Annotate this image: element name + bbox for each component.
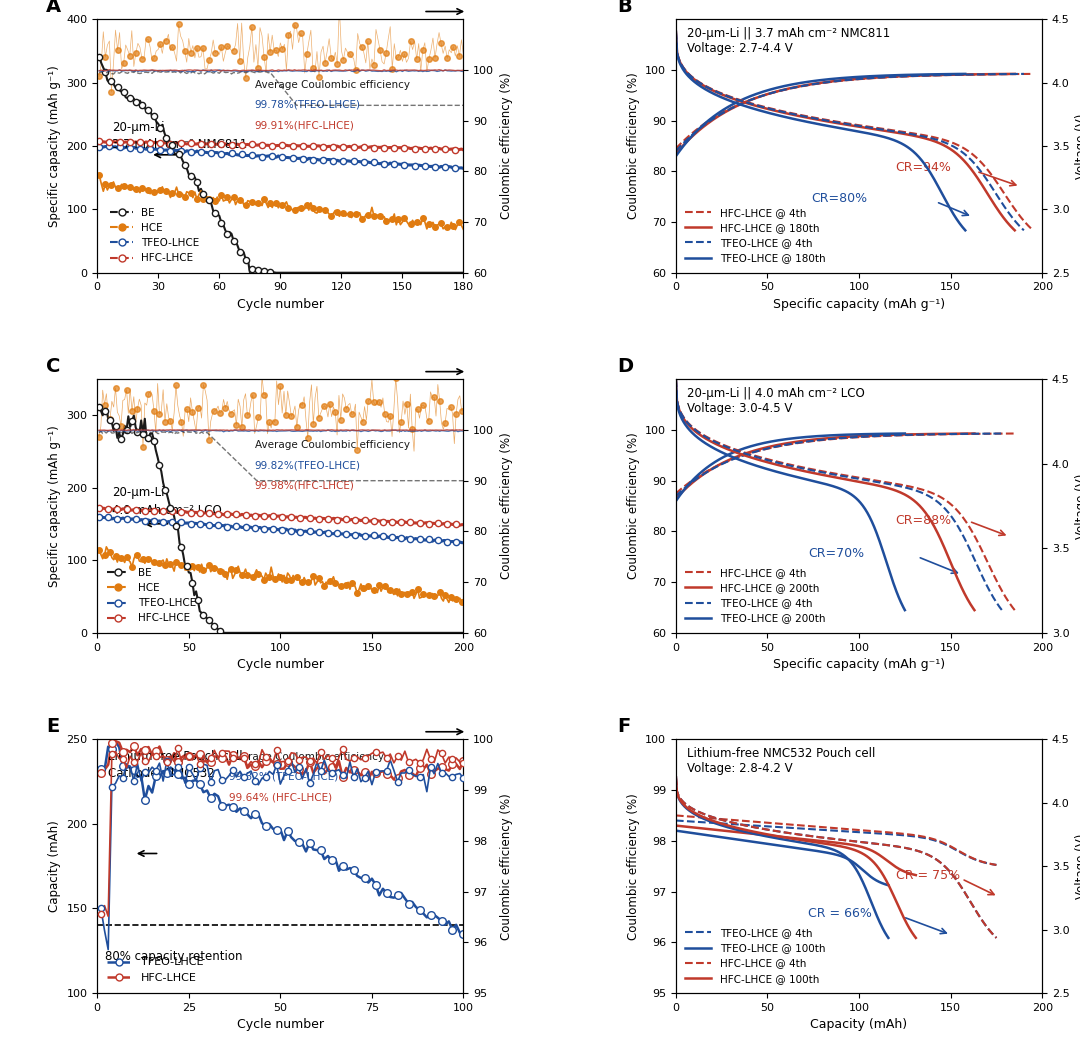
Text: 99.64% (HFC-LHCE): 99.64% (HFC-LHCE): [229, 792, 333, 802]
Y-axis label: Specific capacity (mAh g⁻¹): Specific capacity (mAh g⁻¹): [48, 425, 60, 587]
Y-axis label: Voltage (V): Voltage (V): [1076, 114, 1080, 178]
Text: Lithium-free NMC532 Pouch cell
Voltage: 2.8-4.2 V: Lithium-free NMC532 Pouch cell Voltage: …: [687, 747, 875, 775]
Y-axis label: Coulombic efficiency (%): Coulombic efficiency (%): [500, 72, 513, 219]
Text: 4.0 mAh cm⁻² LCO: 4.0 mAh cm⁻² LCO: [112, 503, 221, 516]
Text: B: B: [618, 0, 632, 16]
Text: D: D: [618, 357, 634, 376]
Legend: TFEO-LHCE, HFC-LHCE: TFEO-LHCE, HFC-LHCE: [103, 953, 207, 988]
Text: Average Coulombic efficiency: Average Coulombic efficiency: [255, 80, 409, 89]
X-axis label: Cycle number: Cycle number: [237, 1018, 324, 1031]
Text: Average Coulombic efficiency: Average Coulombic efficiency: [255, 440, 409, 449]
Text: E: E: [46, 717, 59, 736]
Y-axis label: Coulombic efficiency (%): Coulombic efficiency (%): [626, 793, 639, 940]
Text: CR = 75%: CR = 75%: [895, 869, 960, 881]
Text: 3.7 mAh cm⁻² NMC811: 3.7 mAh cm⁻² NMC811: [112, 138, 247, 152]
Text: CR=80%: CR=80%: [811, 192, 867, 205]
Text: Lithium free Pouch cell: Lithium free Pouch cell: [108, 750, 243, 763]
Text: 99.78%(TFEO-LHCE): 99.78%(TFEO-LHCE): [255, 100, 361, 109]
Legend: HFC-LHCE @ 4th, HFC-LHCE @ 180th, TFEO-LHCE @ 4th, TFEO-LHCE @ 180th: HFC-LHCE @ 4th, HFC-LHCE @ 180th, TFEO-L…: [681, 204, 829, 268]
Text: 80% capacity retention: 80% capacity retention: [105, 950, 242, 963]
Text: Average Coulombic efficiency: Average Coulombic efficiency: [229, 752, 384, 761]
Y-axis label: Capacity (mAh): Capacity (mAh): [48, 820, 60, 912]
Text: 99.82%(TFEO-LHCE): 99.82%(TFEO-LHCE): [255, 460, 361, 470]
Text: CR = 66%: CR = 66%: [808, 907, 872, 920]
Legend: HFC-LHCE @ 4th, HFC-LHCE @ 200th, TFEO-LHCE @ 4th, TFEO-LHCE @ 200th: HFC-LHCE @ 4th, HFC-LHCE @ 200th, TFEO-L…: [681, 564, 829, 628]
Text: 99.98%(HFC-LHCE): 99.98%(HFC-LHCE): [255, 480, 354, 491]
Text: 20-μm-Li: 20-μm-Li: [112, 121, 164, 134]
X-axis label: Capacity (mAh): Capacity (mAh): [810, 1018, 907, 1031]
Text: 20-μm-Li || 4.0 mAh cm⁻² LCO
Voltage: 3.0-4.5 V: 20-μm-Li || 4.0 mAh cm⁻² LCO Voltage: 3.…: [687, 387, 865, 415]
Y-axis label: Voltage (V): Voltage (V): [1076, 834, 1080, 898]
Legend: BE, HCE, TFEO-LHCE, HFC-LHCE: BE, HCE, TFEO-LHCE, HFC-LHCE: [106, 204, 204, 268]
Text: C: C: [46, 357, 60, 376]
Text: 20-μm-Li: 20-μm-Li: [112, 486, 164, 499]
Y-axis label: Coulombic efficiency (%): Coulombic efficiency (%): [626, 432, 639, 580]
X-axis label: Specific capacity (mAh g⁻¹): Specific capacity (mAh g⁻¹): [773, 298, 945, 311]
X-axis label: Cycle number: Cycle number: [237, 658, 324, 671]
Text: CR=94%: CR=94%: [895, 161, 951, 174]
Legend: TFEO-LHCE @ 4th, TFEO-LHCE @ 100th, HFC-LHCE @ 4th, HFC-LHCE @ 100th: TFEO-LHCE @ 4th, TFEO-LHCE @ 100th, HFC-…: [681, 924, 829, 988]
X-axis label: Cycle number: Cycle number: [237, 298, 324, 311]
Y-axis label: Voltage (V): Voltage (V): [1076, 474, 1080, 538]
X-axis label: Specific capacity (mAh g⁻¹): Specific capacity (mAh g⁻¹): [773, 658, 945, 671]
Text: CR=88%: CR=88%: [895, 514, 951, 527]
Text: 99.32% (TFEO-LHCE): 99.32% (TFEO-LHCE): [229, 772, 338, 782]
Text: 99.91%(HFC-LHCE): 99.91%(HFC-LHCE): [255, 120, 354, 131]
Text: Cathode: NMC532: Cathode: NMC532: [108, 768, 215, 781]
Text: CR=70%: CR=70%: [808, 547, 864, 560]
Y-axis label: Specific capacity (mAh g⁻¹): Specific capacity (mAh g⁻¹): [48, 65, 60, 227]
Y-axis label: Coulombic efficiency (%): Coulombic efficiency (%): [500, 793, 513, 940]
Legend: BE, HCE, TFEO-LHCE, HFC-LHCE: BE, HCE, TFEO-LHCE, HFC-LHCE: [103, 564, 200, 628]
Text: F: F: [618, 717, 631, 736]
Text: 20-μm-Li || 3.7 mAh cm⁻² NMC811
Voltage: 2.7-4.4 V: 20-μm-Li || 3.7 mAh cm⁻² NMC811 Voltage:…: [687, 27, 890, 55]
Y-axis label: Coulombic efficiency (%): Coulombic efficiency (%): [626, 72, 639, 219]
Y-axis label: Coulombic efficiency (%): Coulombic efficiency (%): [500, 432, 513, 580]
Text: A: A: [46, 0, 62, 16]
